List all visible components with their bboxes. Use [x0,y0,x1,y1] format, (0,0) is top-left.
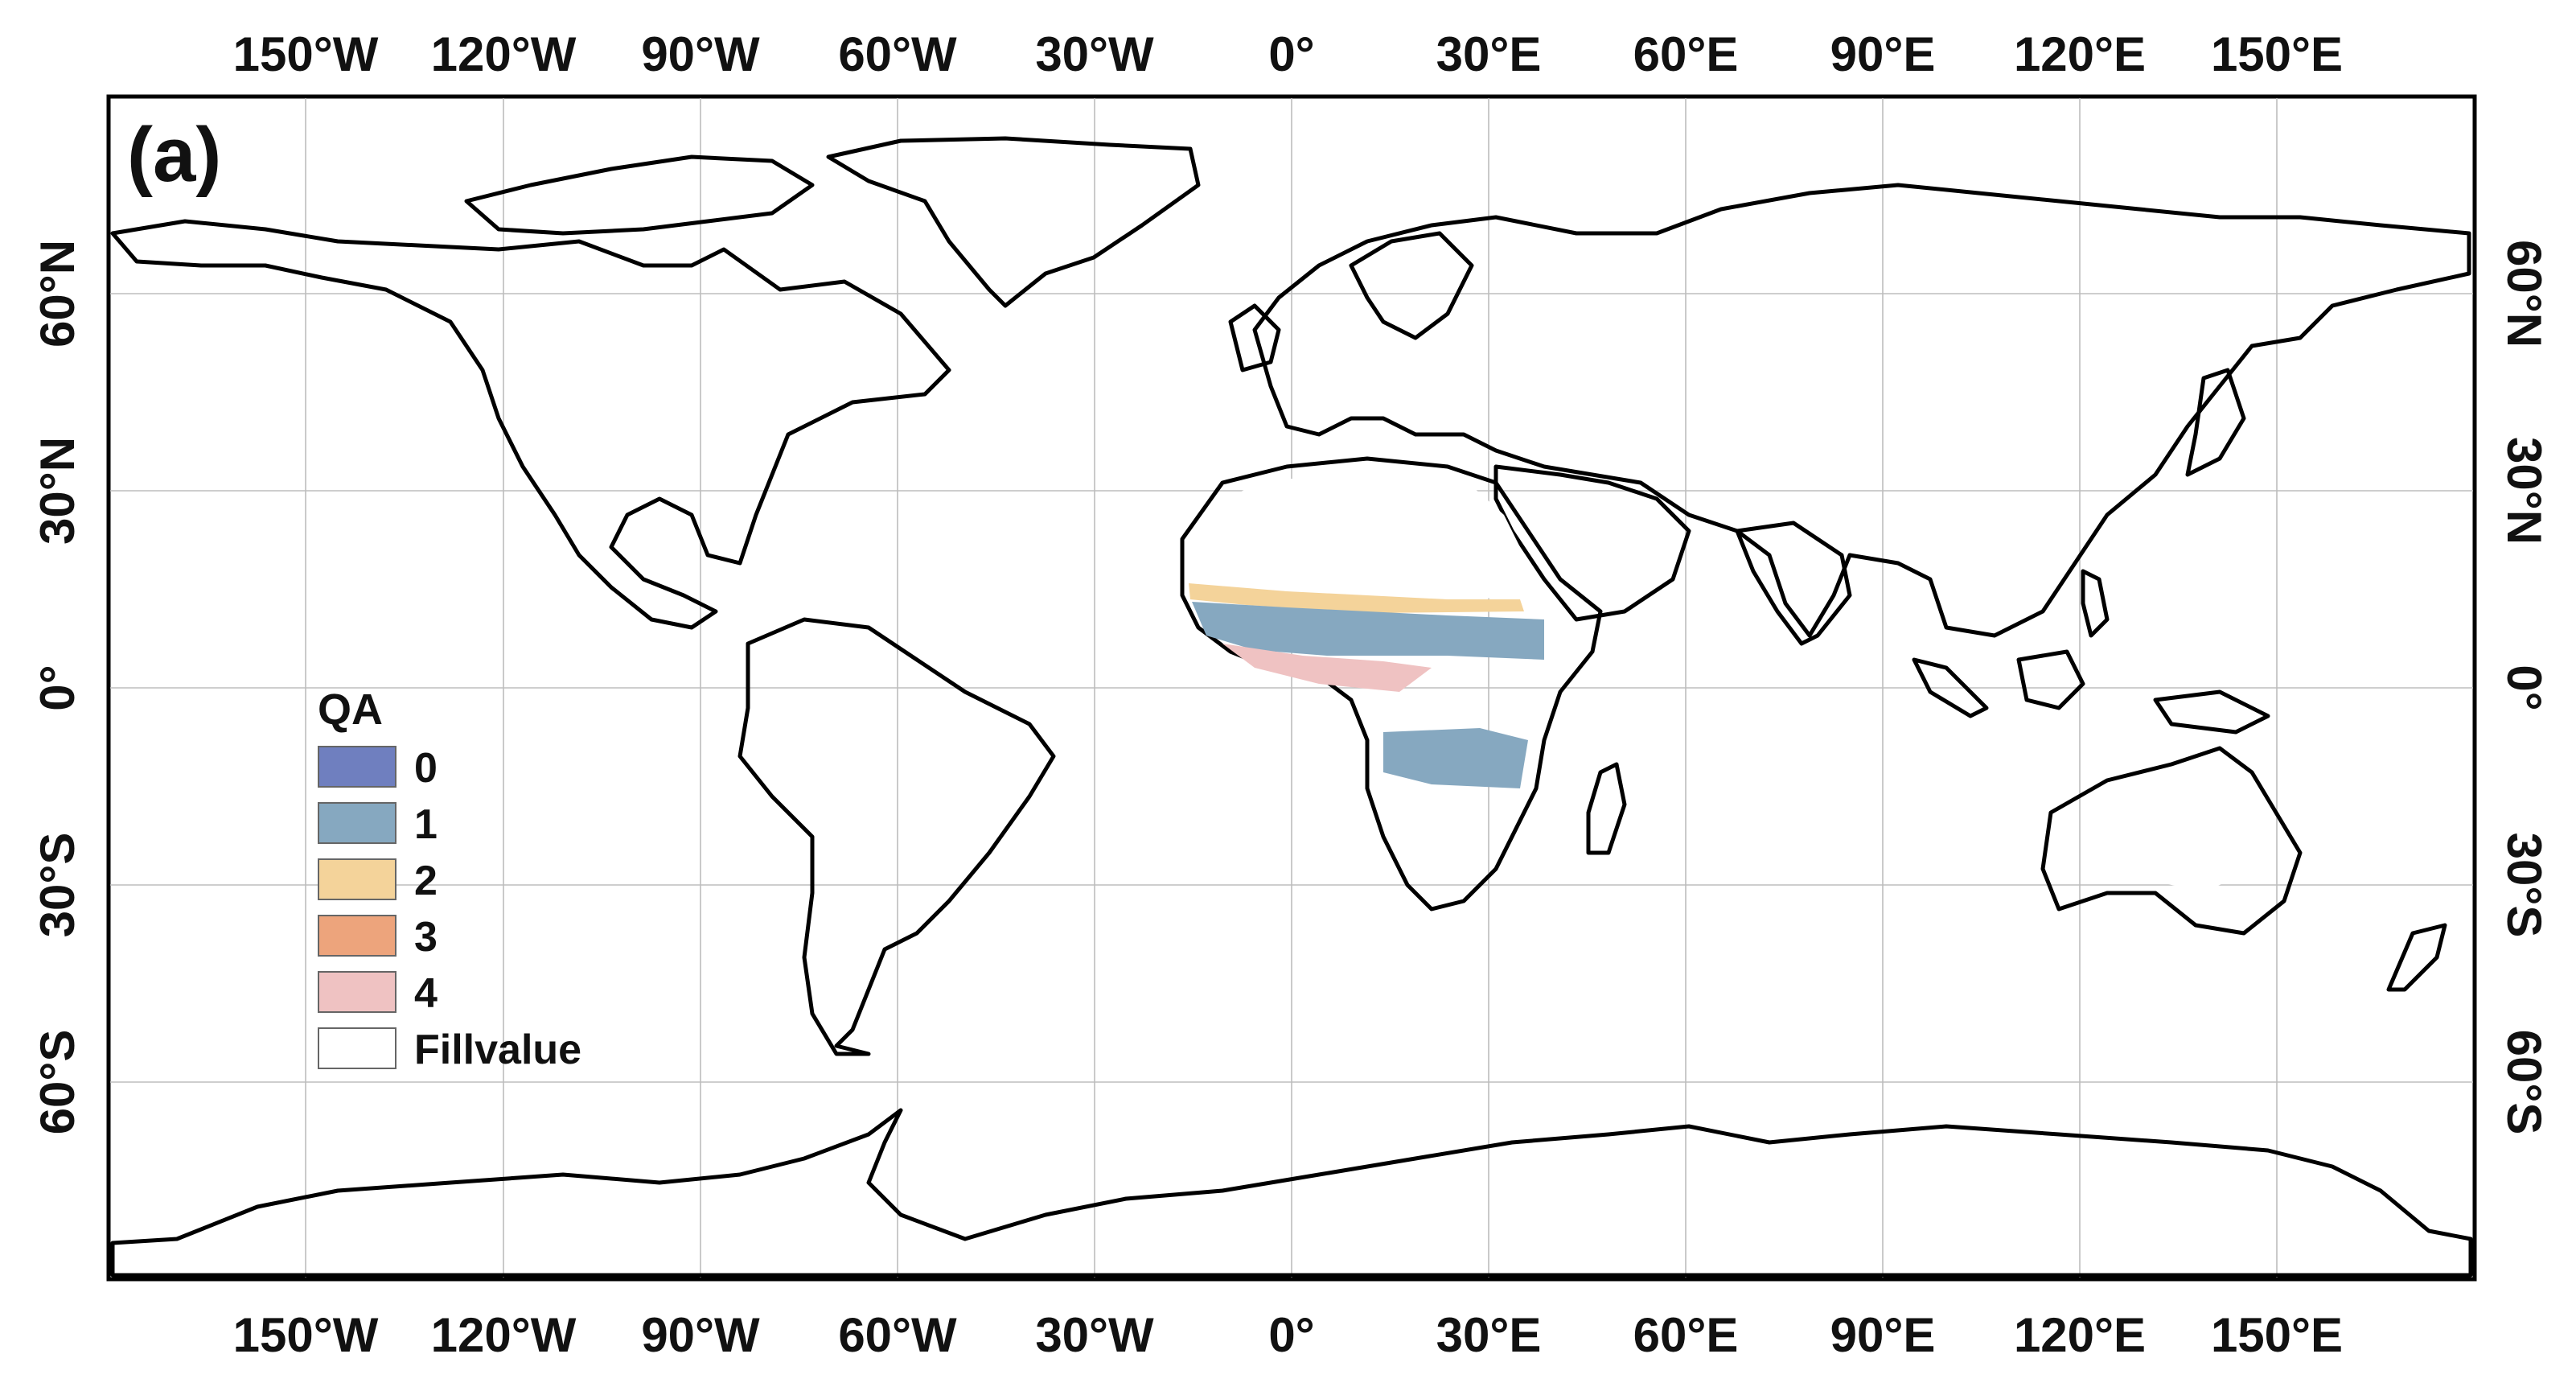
lat-labels-right: 60°N 30°N 0° 30°S 60°S [2497,240,2551,1134]
lon-label-top: 120°E [2014,27,2146,81]
lon-label-bottom: 0° [1268,1308,1314,1362]
lon-label-bottom: 30°W [1035,1308,1154,1362]
land-north-america [110,219,951,630]
land-australia-interior [2083,796,2252,893]
lat-label-right: 60°S [2497,1030,2551,1135]
land-south-america [737,617,1056,1056]
legend-swatch-fillvalue [318,1027,396,1069]
land-gulf-qa4 [1222,644,1432,692]
lon-label-bottom: 120°E [2014,1308,2146,1362]
lon-label-top: 60°E [1633,27,1739,81]
lat-label-right: 60°N [2497,240,2551,348]
land-scandinavia [1349,231,1474,340]
lat-labels-left: 60°N 30°N 0° 30°S 60°S [31,240,84,1134]
land-uk [1228,303,1281,372]
legend-swatch-3 [318,915,396,957]
lat-label-right: 30°N [2497,437,2551,545]
lon-labels-top: 150°W 120°W 90°W 60°W 30°W 0° 30°E 60°E … [233,27,2343,81]
lon-label-top: 30°E [1436,27,1542,81]
land-sumatra [1912,657,1989,718]
legend-swatch-4 [318,971,396,1013]
lat-label-left: 60°S [31,1030,84,1135]
lon-label-top: 30°W [1035,27,1154,81]
land-madagascar [1586,762,1627,855]
legend-title: QA [318,685,383,734]
lon-labels-bottom: 150°W 120°W 90°W 60°W 30°W 0° 30°E 60°E … [233,1308,2343,1362]
lon-label-top: 150°E [2211,27,2343,81]
lat-label-left: 30°S [31,833,84,938]
lat-label-right: 0° [2497,665,2551,710]
land-sahara [1189,471,1528,603]
lat-label-left: 0° [31,665,84,710]
land-central-africa-qa1 [1383,728,1528,788]
lon-label-top: 90°W [641,27,760,81]
legend: QA 0 1 2 3 4 Fillvalue [318,685,581,1073]
legend-swatch-0 [318,746,396,788]
land-japan [2185,368,2246,477]
legend-swatch-1 [318,802,396,844]
legend-label-fillvalue: Fillvalue [414,1027,581,1073]
land-philippines [2081,569,2110,638]
panel-label: (a) [127,112,221,198]
lon-label-top: 150°W [233,27,379,81]
legend-label-1: 1 [414,801,438,848]
land-masses [110,136,2473,1278]
lon-label-bottom: 30°E [1436,1308,1542,1362]
land-greenland [826,136,1201,308]
land-arctic-islands [464,154,815,236]
land-new-guinea [2153,689,2270,735]
lat-label-right: 30°S [2497,833,2551,938]
lon-label-bottom: 90°E [1830,1308,1936,1362]
land-sahel-qa1 [1192,602,1544,660]
land-australia [2040,746,2303,936]
legend-label-2: 2 [414,858,438,904]
lon-label-bottom: 60°E [1633,1308,1739,1362]
lon-label-top: 120°W [431,27,577,81]
lon-label-bottom: 120°W [431,1308,577,1362]
lon-label-bottom: 150°E [2211,1308,2343,1362]
land-eurasia [1252,183,2471,638]
lon-label-top: 0° [1268,27,1314,81]
land-india [1735,521,1852,646]
lon-label-bottom: 60°W [838,1308,957,1362]
land-borneo [2016,649,2085,710]
land-sahel-qa2 [1189,583,1524,613]
land-new-zealand [2386,923,2447,992]
legend-label-4: 4 [414,970,438,1017]
lon-label-bottom: 150°W [233,1308,379,1362]
lon-label-bottom: 90°W [641,1308,760,1362]
lon-label-top: 90°E [1830,27,1936,81]
legend-label-3: 3 [414,914,438,961]
lat-label-left: 60°N [31,240,84,348]
lon-label-top: 60°W [838,27,957,81]
legend-label-0: 0 [414,745,438,792]
lat-label-left: 30°N [31,437,84,545]
legend-swatch-2 [318,858,396,900]
land-antarctica [110,1108,2473,1278]
